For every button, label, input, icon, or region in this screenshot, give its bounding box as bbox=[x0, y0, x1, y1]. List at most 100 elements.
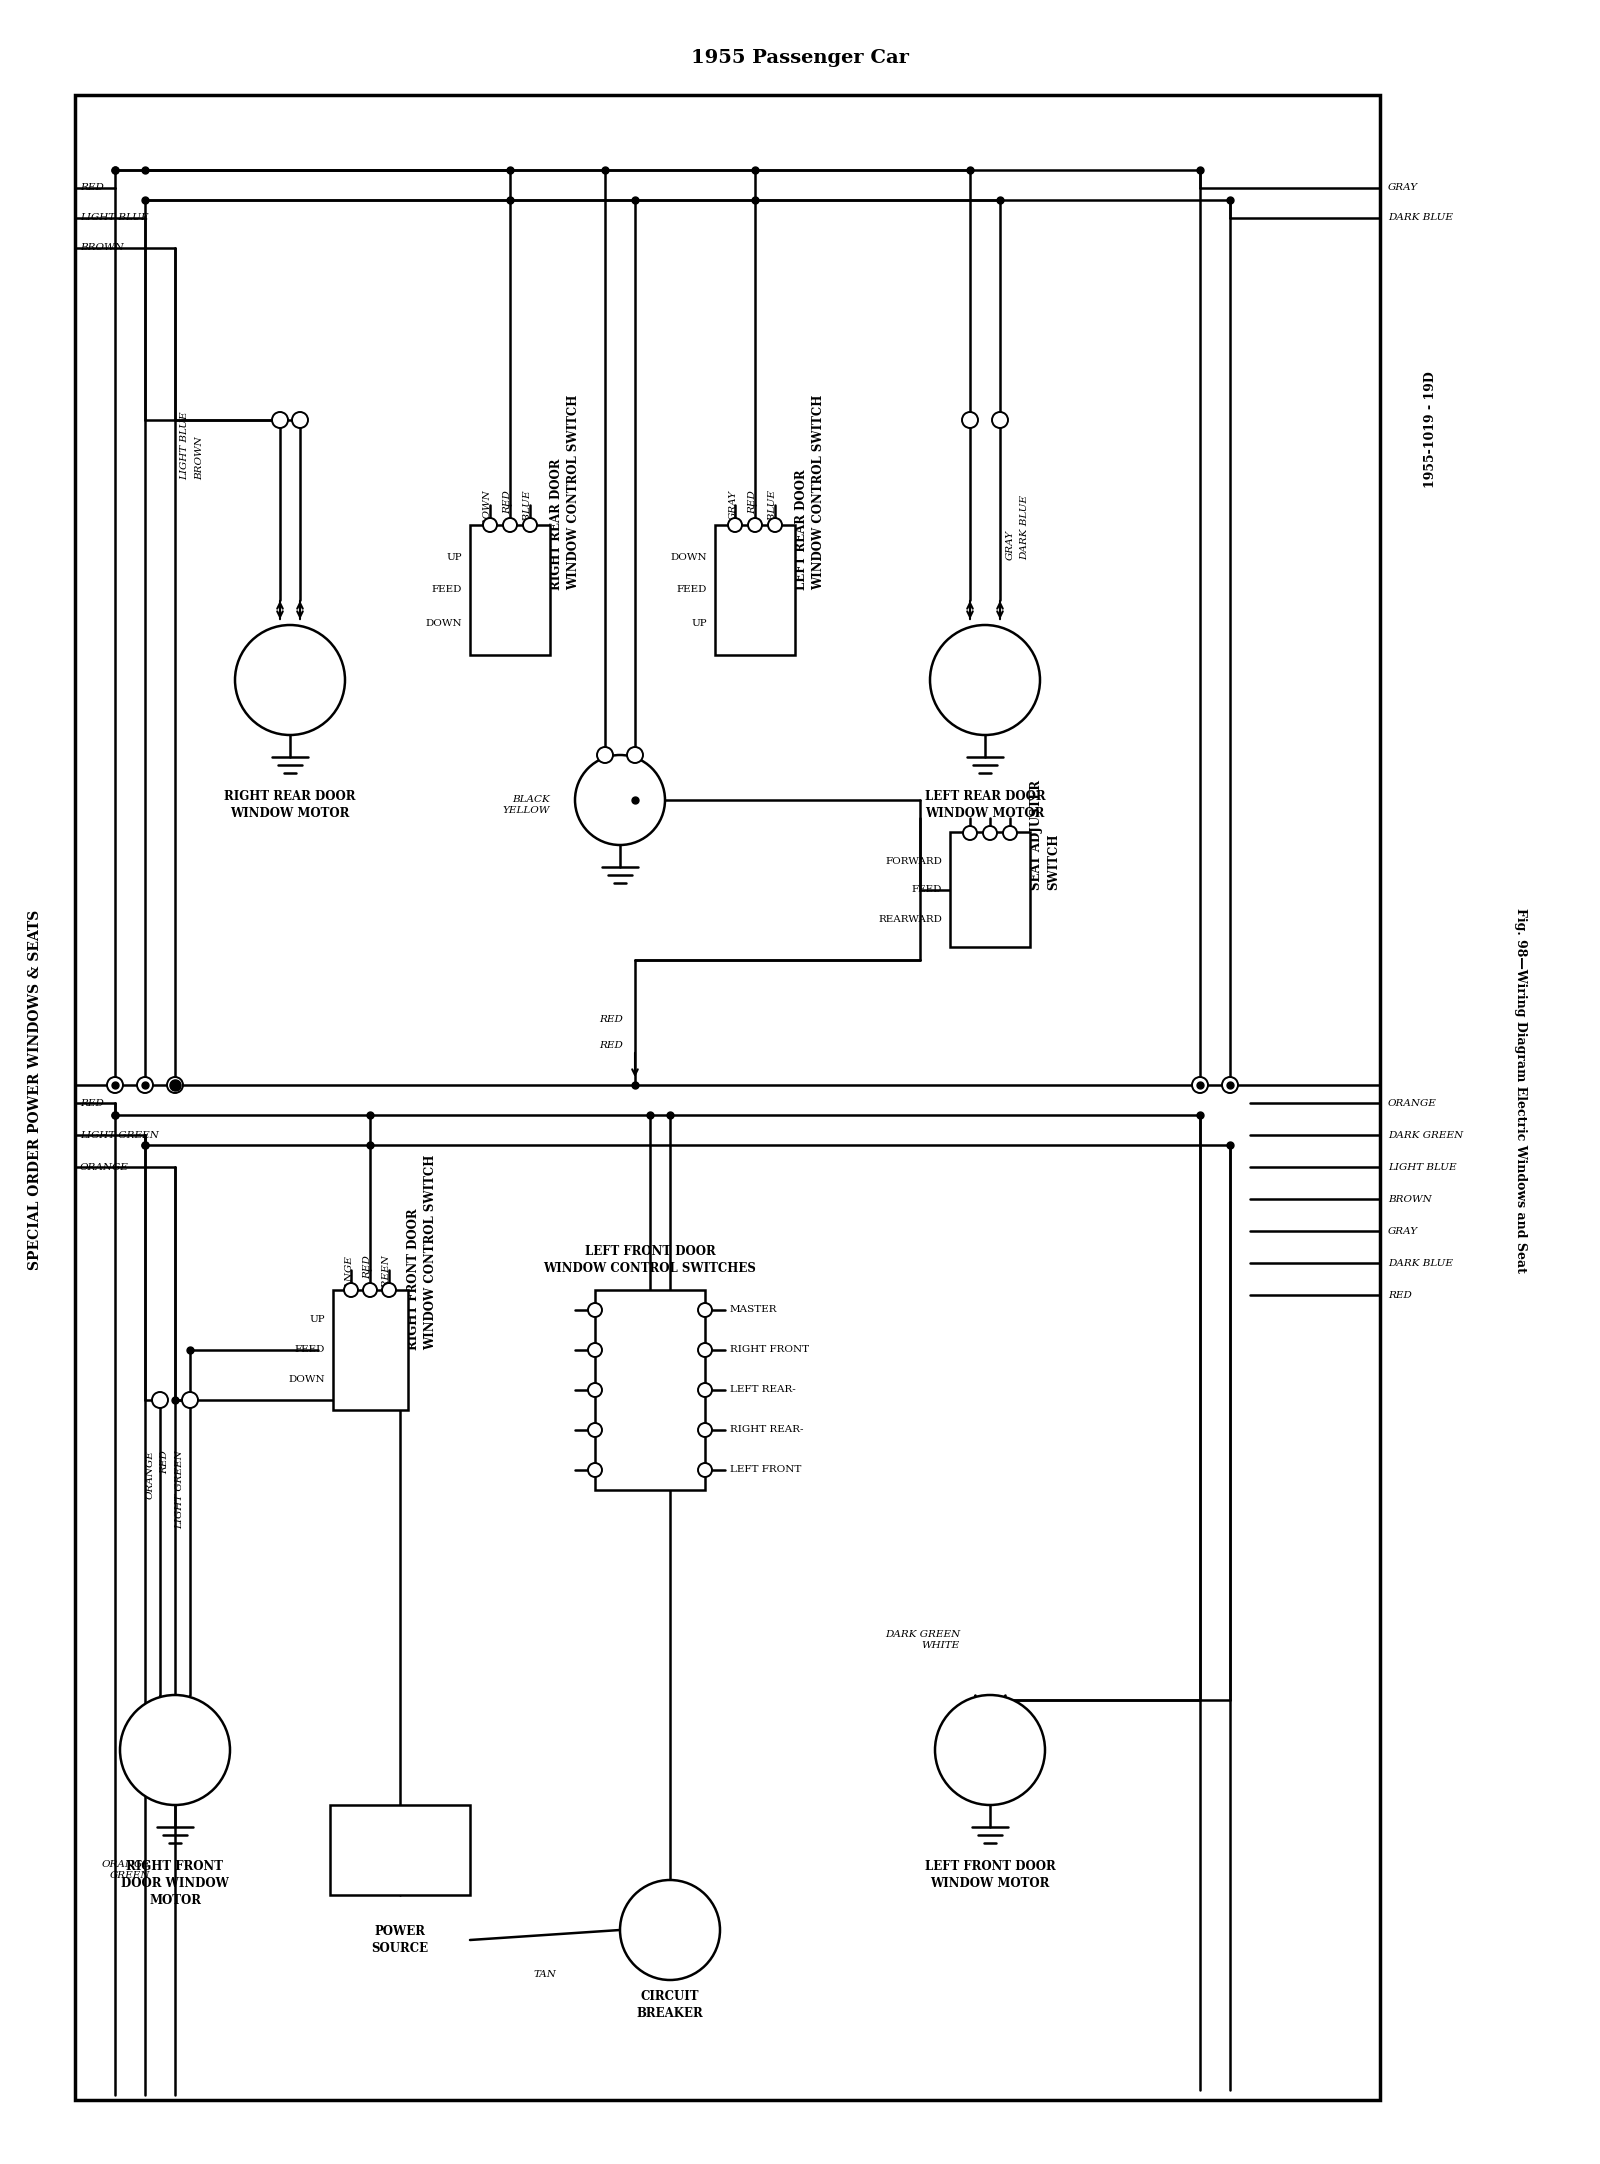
Circle shape bbox=[962, 411, 978, 428]
Text: LEFT REAR DOOR
WINDOW MOTOR: LEFT REAR DOOR WINDOW MOTOR bbox=[925, 790, 1045, 820]
Text: UP: UP bbox=[309, 1316, 325, 1324]
Text: LIGHT BLUE: LIGHT BLUE bbox=[523, 489, 533, 558]
Text: BROWN: BROWN bbox=[1389, 1195, 1432, 1203]
Circle shape bbox=[589, 1344, 602, 1357]
Text: RIGHT REAR-: RIGHT REAR- bbox=[730, 1426, 803, 1435]
Text: ORANGE
GREEN: ORANGE GREEN bbox=[101, 1859, 150, 1881]
Text: RIGHT FRONT DOOR
WINDOW CONTROL SWITCH: RIGHT FRONT DOOR WINDOW CONTROL SWITCH bbox=[406, 1156, 437, 1350]
Circle shape bbox=[589, 1463, 602, 1478]
Text: DARK GREEN
WHITE: DARK GREEN WHITE bbox=[885, 1629, 960, 1651]
Text: BLACK
YELLOW: BLACK YELLOW bbox=[502, 794, 550, 816]
Text: DOWN: DOWN bbox=[288, 1376, 325, 1385]
Circle shape bbox=[363, 1283, 378, 1296]
Text: BROWN: BROWN bbox=[195, 437, 205, 480]
Text: ORANGE: ORANGE bbox=[146, 1450, 155, 1500]
Text: RED: RED bbox=[160, 1450, 170, 1474]
Circle shape bbox=[934, 1694, 1045, 1805]
Bar bbox=[595, 1290, 706, 1491]
Text: SPECIAL ORDER POWER WINDOWS & SEATS: SPECIAL ORDER POWER WINDOWS & SEATS bbox=[27, 909, 42, 1270]
Text: DARK BLUE: DARK BLUE bbox=[768, 489, 778, 554]
Text: DARK BLUE: DARK BLUE bbox=[1021, 496, 1029, 560]
Text: FORWARD: FORWARD bbox=[885, 857, 942, 866]
Text: ORANGE: ORANGE bbox=[1389, 1099, 1437, 1108]
Circle shape bbox=[1003, 827, 1018, 840]
Text: MASTER: MASTER bbox=[730, 1305, 778, 1314]
Text: UP: UP bbox=[691, 619, 707, 628]
Text: ORANGE: ORANGE bbox=[344, 1255, 354, 1305]
Circle shape bbox=[698, 1383, 712, 1398]
Circle shape bbox=[120, 1694, 230, 1805]
Text: GRAY: GRAY bbox=[728, 489, 738, 519]
Text: LIGHT BLUE: LIGHT BLUE bbox=[1389, 1162, 1456, 1171]
Text: CIRCUIT
BREAKER: CIRCUIT BREAKER bbox=[637, 1991, 704, 2019]
Text: TAN: TAN bbox=[533, 1969, 557, 1980]
Circle shape bbox=[930, 625, 1040, 736]
Circle shape bbox=[344, 1283, 358, 1296]
Circle shape bbox=[589, 1303, 602, 1318]
Circle shape bbox=[963, 827, 978, 840]
Text: SEAT ADJUSTER
SWITCH: SEAT ADJUSTER SWITCH bbox=[1030, 779, 1059, 889]
Bar bbox=[333, 1290, 408, 1411]
Circle shape bbox=[235, 625, 346, 736]
Circle shape bbox=[166, 1078, 182, 1093]
Circle shape bbox=[982, 827, 997, 840]
Text: POWER
SOURCE: POWER SOURCE bbox=[371, 1926, 429, 1954]
Text: LEFT FRONT: LEFT FRONT bbox=[730, 1465, 802, 1474]
Text: RED: RED bbox=[749, 489, 757, 513]
Circle shape bbox=[483, 517, 498, 532]
Text: DARK BLUE: DARK BLUE bbox=[1389, 1259, 1453, 1268]
Circle shape bbox=[182, 1391, 198, 1409]
Circle shape bbox=[152, 1391, 168, 1409]
Circle shape bbox=[627, 747, 643, 764]
Bar bbox=[715, 526, 795, 656]
Text: BROWN: BROWN bbox=[80, 245, 123, 253]
Text: GRAY: GRAY bbox=[1005, 530, 1014, 560]
Bar bbox=[330, 1805, 470, 1896]
Text: GRAY: GRAY bbox=[1389, 184, 1418, 193]
Circle shape bbox=[749, 517, 762, 532]
Circle shape bbox=[574, 755, 666, 844]
Text: LIGHT BLUE: LIGHT BLUE bbox=[181, 411, 189, 480]
Circle shape bbox=[698, 1424, 712, 1437]
Text: RED: RED bbox=[1389, 1290, 1411, 1301]
Text: UP: UP bbox=[446, 554, 462, 563]
Text: BROWN: BROWN bbox=[483, 489, 493, 535]
Circle shape bbox=[768, 517, 782, 532]
Text: RIGHT FRONT
DOOR WINDOW
MOTOR: RIGHT FRONT DOOR WINDOW MOTOR bbox=[122, 1861, 229, 1906]
Text: RIGHT REAR DOOR
WINDOW CONTROL SWITCH: RIGHT REAR DOOR WINDOW CONTROL SWITCH bbox=[550, 394, 579, 591]
Text: DARK GREEN: DARK GREEN bbox=[1389, 1130, 1464, 1140]
Text: LIGHT GREEN: LIGHT GREEN bbox=[80, 1130, 158, 1140]
Text: DOWN: DOWN bbox=[426, 619, 462, 628]
Text: REARWARD: REARWARD bbox=[878, 915, 942, 924]
Circle shape bbox=[1192, 1078, 1208, 1093]
Text: LEFT REAR DOOR
WINDOW CONTROL SWITCH: LEFT REAR DOOR WINDOW CONTROL SWITCH bbox=[795, 394, 826, 591]
Circle shape bbox=[589, 1383, 602, 1398]
Circle shape bbox=[523, 517, 538, 532]
Circle shape bbox=[698, 1344, 712, 1357]
Text: FEED: FEED bbox=[432, 586, 462, 595]
Circle shape bbox=[1222, 1078, 1238, 1093]
Text: LIGHT GREEN: LIGHT GREEN bbox=[382, 1255, 392, 1333]
Bar bbox=[470, 526, 550, 656]
Text: RED: RED bbox=[363, 1255, 373, 1279]
Text: FEED: FEED bbox=[912, 885, 942, 894]
Circle shape bbox=[728, 517, 742, 532]
Text: 1955 Passenger Car: 1955 Passenger Car bbox=[691, 50, 909, 67]
Text: LIGHT BLUE: LIGHT BLUE bbox=[80, 214, 149, 223]
Text: RED: RED bbox=[80, 1099, 104, 1108]
Text: DARK BLUE: DARK BLUE bbox=[1389, 214, 1453, 223]
Text: ORANGE: ORANGE bbox=[80, 1162, 130, 1171]
Text: LIGHT GREEN: LIGHT GREEN bbox=[176, 1450, 184, 1530]
Text: GRAY: GRAY bbox=[1389, 1227, 1418, 1236]
Text: RED: RED bbox=[504, 489, 512, 513]
Text: DOWN: DOWN bbox=[670, 554, 707, 563]
Bar bbox=[950, 831, 1030, 948]
Circle shape bbox=[502, 517, 517, 532]
Circle shape bbox=[107, 1078, 123, 1093]
Text: FEED: FEED bbox=[294, 1346, 325, 1355]
Circle shape bbox=[621, 1881, 720, 1980]
Text: LEFT FRONT DOOR
WINDOW MOTOR: LEFT FRONT DOOR WINDOW MOTOR bbox=[925, 1861, 1056, 1889]
Circle shape bbox=[138, 1078, 154, 1093]
Text: 1955-1019 - 19D: 1955-1019 - 19D bbox=[1424, 372, 1437, 489]
Circle shape bbox=[597, 747, 613, 764]
